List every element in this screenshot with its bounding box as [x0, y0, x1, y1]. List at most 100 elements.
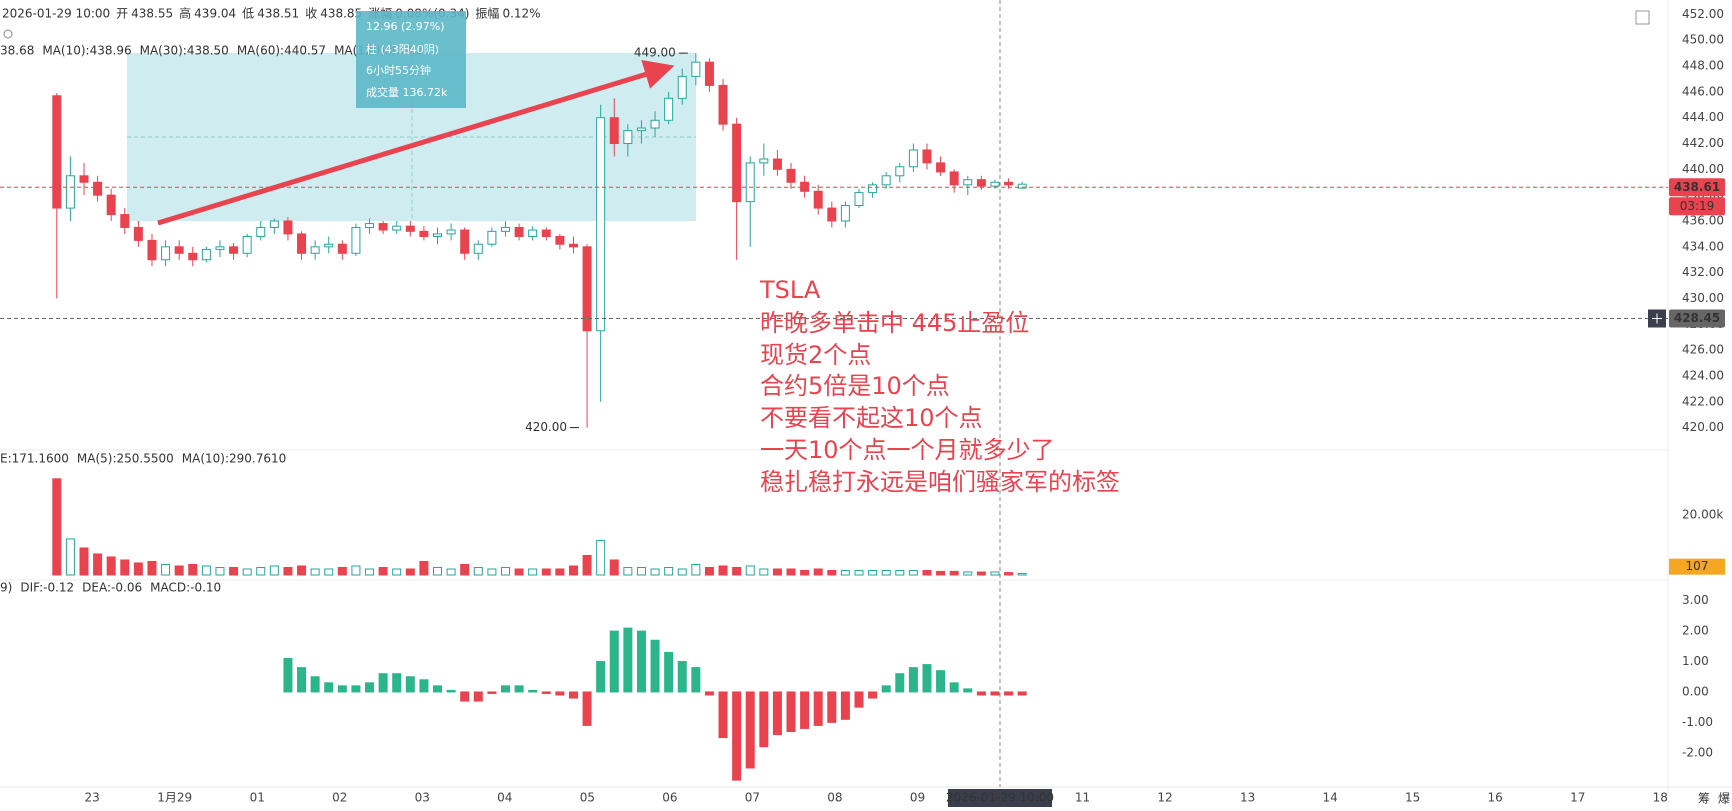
candle-body [460, 229, 470, 254]
bar [201, 565, 211, 576]
candle-body [161, 246, 171, 261]
bar [487, 568, 497, 576]
candle-body [691, 61, 701, 77]
bar [677, 661, 687, 693]
bar [555, 691, 565, 696]
candle-body [242, 235, 252, 254]
side-label[interactable]: 爆 [1718, 792, 1730, 806]
bar [691, 667, 701, 693]
candle-body [188, 252, 198, 261]
candle-body [718, 84, 728, 125]
x-tick-label: 1月29 [157, 791, 192, 805]
y-tick-label: 3.00 [1682, 593, 1709, 607]
icon [3, 29, 13, 39]
side-label[interactable]: 筹 [1698, 792, 1710, 806]
candle-body [500, 226, 510, 232]
candle-body [759, 158, 769, 164]
crosshair-label: 2026-01-29 10:00 [946, 791, 1054, 805]
bar [473, 566, 483, 576]
x-tick-label: 17 [1570, 791, 1585, 805]
legend-item: 438.55 [131, 7, 173, 21]
candle-body [256, 226, 266, 237]
bar [623, 566, 633, 576]
bar [528, 568, 538, 576]
bar [310, 676, 320, 693]
bar [976, 691, 986, 696]
legend-item: 高 [179, 6, 191, 21]
bar [419, 679, 429, 693]
candle-body [487, 230, 497, 245]
bar [188, 563, 198, 576]
legend-item: 开 [116, 7, 128, 21]
y-tick-label: 452.00 [1682, 7, 1724, 21]
bar [93, 553, 103, 576]
y-tick-label: 0.00 [1682, 684, 1709, 698]
candle-body [772, 158, 782, 170]
candle-body [337, 243, 347, 254]
bar [840, 569, 850, 576]
bar [949, 682, 959, 693]
bar [963, 571, 973, 576]
candle-body [786, 168, 796, 183]
annotation: 稳扎稳打永远是咱们骚家军的标签 [760, 468, 1120, 496]
candle-body [582, 246, 592, 332]
candle-body [419, 230, 429, 237]
bar [297, 667, 307, 693]
bar [800, 569, 810, 576]
bar [79, 547, 89, 576]
bar [664, 566, 674, 576]
legend-item: 低 [242, 7, 254, 21]
x-tick-label: 12 [1157, 791, 1172, 805]
y-tick-label: 446.00 [1682, 84, 1724, 98]
y-tick-label: 442.00 [1682, 136, 1724, 150]
x-tick-label: 01 [250, 791, 265, 805]
candle-body [147, 239, 157, 261]
bar [636, 630, 646, 693]
countdown: 03:19 [1680, 199, 1715, 213]
bar [568, 565, 578, 576]
bar [473, 691, 483, 702]
x-tick-label: 15 [1405, 791, 1420, 805]
bar [813, 568, 823, 576]
candle-body [392, 225, 402, 231]
y-tick-label: 436.00 [1682, 213, 1724, 227]
arrow [157, 60, 675, 226]
candle-body [324, 243, 334, 248]
legend-item: 38.68 [0, 44, 34, 58]
x-tick-label: 02 [332, 791, 347, 805]
annotation: 昨晚多单击中 445止盈位 [760, 309, 1029, 337]
x-tick-label: 16 [1488, 791, 1503, 805]
legend-item: 2026-01-29 10:00 [2, 7, 110, 21]
x-tick-label: 06 [662, 791, 677, 805]
bar [786, 568, 796, 576]
candle-body [636, 127, 646, 132]
bar [908, 667, 918, 693]
y-tick-label: 424.00 [1682, 368, 1724, 382]
candle-body [1004, 181, 1014, 186]
candle-body [922, 149, 932, 164]
candle-body [201, 248, 211, 261]
bar [786, 691, 796, 732]
legend-item: MA(30):438.50 [140, 44, 229, 58]
price-tag-label: 438.61 [1674, 180, 1720, 194]
legend-item: MACD:-0.10 [150, 581, 221, 595]
bar [297, 565, 307, 576]
bar [609, 630, 619, 693]
bar [745, 565, 755, 576]
candle-body [732, 123, 742, 203]
candle-body [229, 246, 239, 254]
bar [718, 691, 728, 739]
legend-item: 收 [305, 7, 317, 21]
candle-body [568, 243, 578, 248]
y-tick-label: 20.00k [1682, 507, 1723, 521]
candle-body [650, 119, 660, 129]
tooltip [356, 11, 466, 108]
legend-item: 439.04 [194, 7, 236, 21]
candle-body [215, 246, 225, 250]
fullscreen-icon[interactable] [1635, 10, 1650, 25]
candle-body [378, 223, 388, 231]
x-tick-label: 03 [415, 791, 430, 805]
countdown-tag [1669, 197, 1725, 216]
extreme-label: 420.00 [525, 420, 567, 434]
